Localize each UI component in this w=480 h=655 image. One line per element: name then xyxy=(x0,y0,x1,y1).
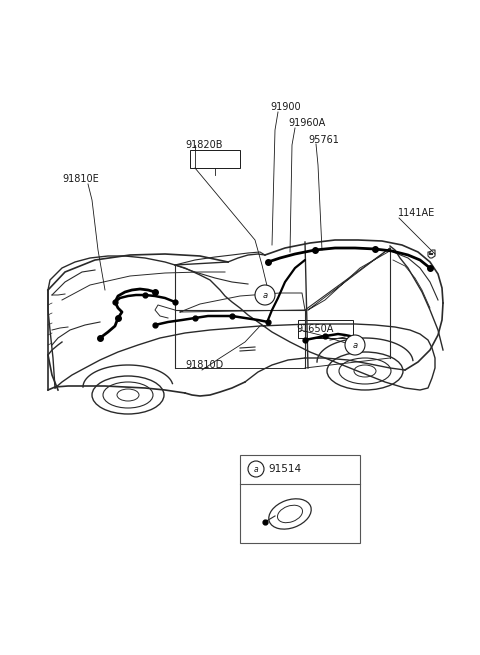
Text: 91650A: 91650A xyxy=(296,324,334,334)
Text: a: a xyxy=(352,341,358,350)
Text: 1141AE: 1141AE xyxy=(398,208,435,218)
Text: 91810D: 91810D xyxy=(185,360,223,370)
Bar xyxy=(190,150,240,168)
Text: 91810E: 91810E xyxy=(62,174,99,184)
Bar xyxy=(240,455,360,543)
Text: a: a xyxy=(254,464,258,474)
Text: 95761: 95761 xyxy=(308,135,339,145)
Text: 91820B: 91820B xyxy=(185,140,223,150)
Text: 91514: 91514 xyxy=(268,464,301,474)
Text: 91960A: 91960A xyxy=(288,118,325,128)
Circle shape xyxy=(345,335,365,355)
Circle shape xyxy=(255,285,275,305)
Text: a: a xyxy=(263,291,267,299)
Circle shape xyxy=(248,461,264,477)
Bar xyxy=(298,320,353,338)
Text: 91900: 91900 xyxy=(270,102,300,112)
